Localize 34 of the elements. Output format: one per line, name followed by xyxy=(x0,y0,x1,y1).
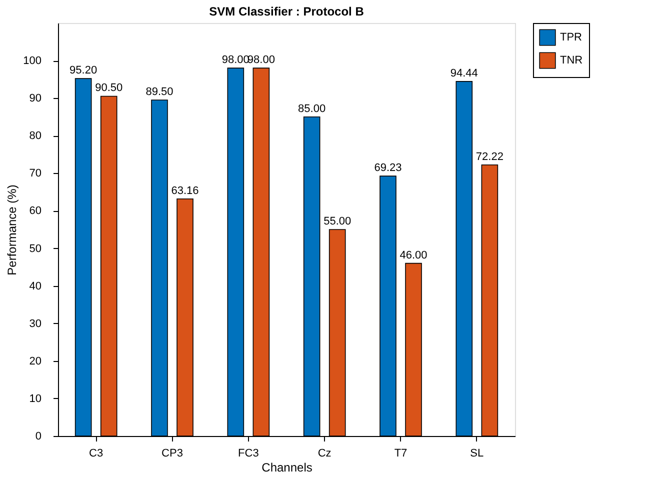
data-label: 46.00 xyxy=(400,249,428,262)
data-label: 55.00 xyxy=(324,216,352,228)
chart-title: SVM Classifier : Protocol B xyxy=(209,4,364,18)
data-label: 98.00 xyxy=(222,54,250,66)
y-tick-label: 80 xyxy=(29,130,42,142)
data-label: 72.22 xyxy=(476,150,504,163)
x-tick-label: T7 xyxy=(394,448,408,460)
data-label: 98.00 xyxy=(247,54,275,66)
y-tick-label: 90 xyxy=(29,92,42,105)
y-tick-label: 10 xyxy=(29,392,42,405)
data-label: 85.00 xyxy=(298,102,326,115)
data-label: 89.50 xyxy=(146,86,174,98)
x-tick-label: SL xyxy=(470,448,484,460)
data-label: 63.16 xyxy=(171,184,199,197)
data-label: 95.20 xyxy=(70,64,98,77)
x-tick-label: CP3 xyxy=(162,448,183,460)
y-tick-label: 50 xyxy=(29,242,42,255)
x-tick-label: C3 xyxy=(89,448,104,460)
y-tick-label: 40 xyxy=(29,280,42,292)
y-tick-label: 30 xyxy=(29,318,42,330)
x-axis-title: Channels xyxy=(262,460,312,474)
y-tick-label: 60 xyxy=(29,205,42,218)
y-tick-label: 0 xyxy=(35,430,42,442)
y-tick-label: 100 xyxy=(23,55,42,68)
y-tick-label: 20 xyxy=(29,355,42,368)
x-tick-label: FC3 xyxy=(238,448,259,460)
legend-label: TPR xyxy=(560,32,582,44)
x-tick-label: Cz xyxy=(318,448,332,460)
y-axis-title: Performance (%) xyxy=(5,184,20,276)
legend-label: TNR xyxy=(560,54,583,66)
data-label: 90.50 xyxy=(95,82,123,94)
data-label: 69.23 xyxy=(374,162,402,174)
data-label: 94.44 xyxy=(450,67,478,80)
y-tick-label: 70 xyxy=(29,168,42,180)
